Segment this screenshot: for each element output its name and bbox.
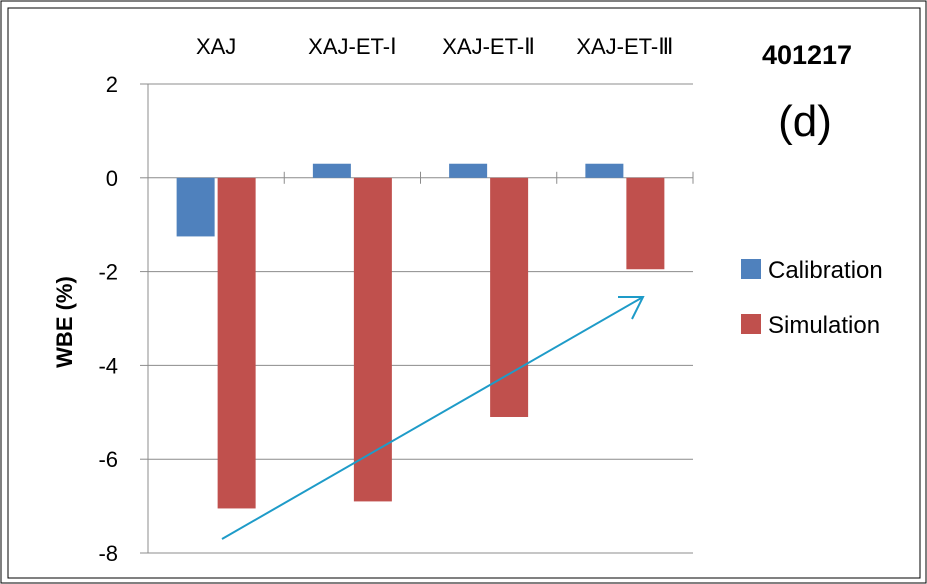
bar-simulation	[490, 177, 529, 417]
bar-simulation	[626, 177, 665, 270]
bar-simulation	[217, 177, 256, 509]
trend-arrow-line	[221, 296, 644, 540]
category-label: XAJ-ET-Ⅲ	[576, 34, 673, 59]
y-axis-label: WBE (%)	[52, 276, 77, 368]
y-tick-label: -4	[98, 353, 118, 378]
y-tick-label: -2	[98, 260, 118, 285]
y-tick-label: -6	[98, 447, 118, 472]
legend-swatch-calibration	[741, 259, 761, 279]
station-id: 401217	[762, 40, 852, 70]
trend-arrow	[221, 296, 645, 540]
legend-label-calibration: Calibration	[768, 257, 883, 284]
bar-calibration	[585, 163, 624, 178]
legend: Calibration Simulation	[741, 257, 883, 339]
legend-swatch-simulation	[741, 314, 761, 334]
bar-calibration	[312, 163, 351, 178]
bar-calibration	[449, 163, 488, 178]
category-label: XAJ	[196, 34, 236, 59]
category-label: XAJ-ET-Ⅱ	[442, 34, 535, 59]
y-tick-label: -8	[98, 541, 118, 566]
panel-label: (d)	[778, 97, 832, 146]
bars-group	[176, 163, 665, 509]
bar-calibration	[176, 177, 215, 237]
y-tick-label: 0	[106, 166, 118, 191]
category-labels: XAJ XAJ-ET-Ⅰ XAJ-ET-Ⅱ XAJ-ET-Ⅲ	[196, 34, 673, 59]
legend-label-simulation: Simulation	[768, 312, 880, 339]
inner-border	[7, 7, 921, 579]
bar-simulation	[353, 177, 392, 502]
y-tick-labels: 2 0 -2 -4 -6 -8	[98, 72, 118, 566]
category-label: XAJ-ET-Ⅰ	[308, 34, 396, 59]
y-tick-label: 2	[106, 72, 118, 97]
trend-arrow-head	[618, 296, 645, 320]
